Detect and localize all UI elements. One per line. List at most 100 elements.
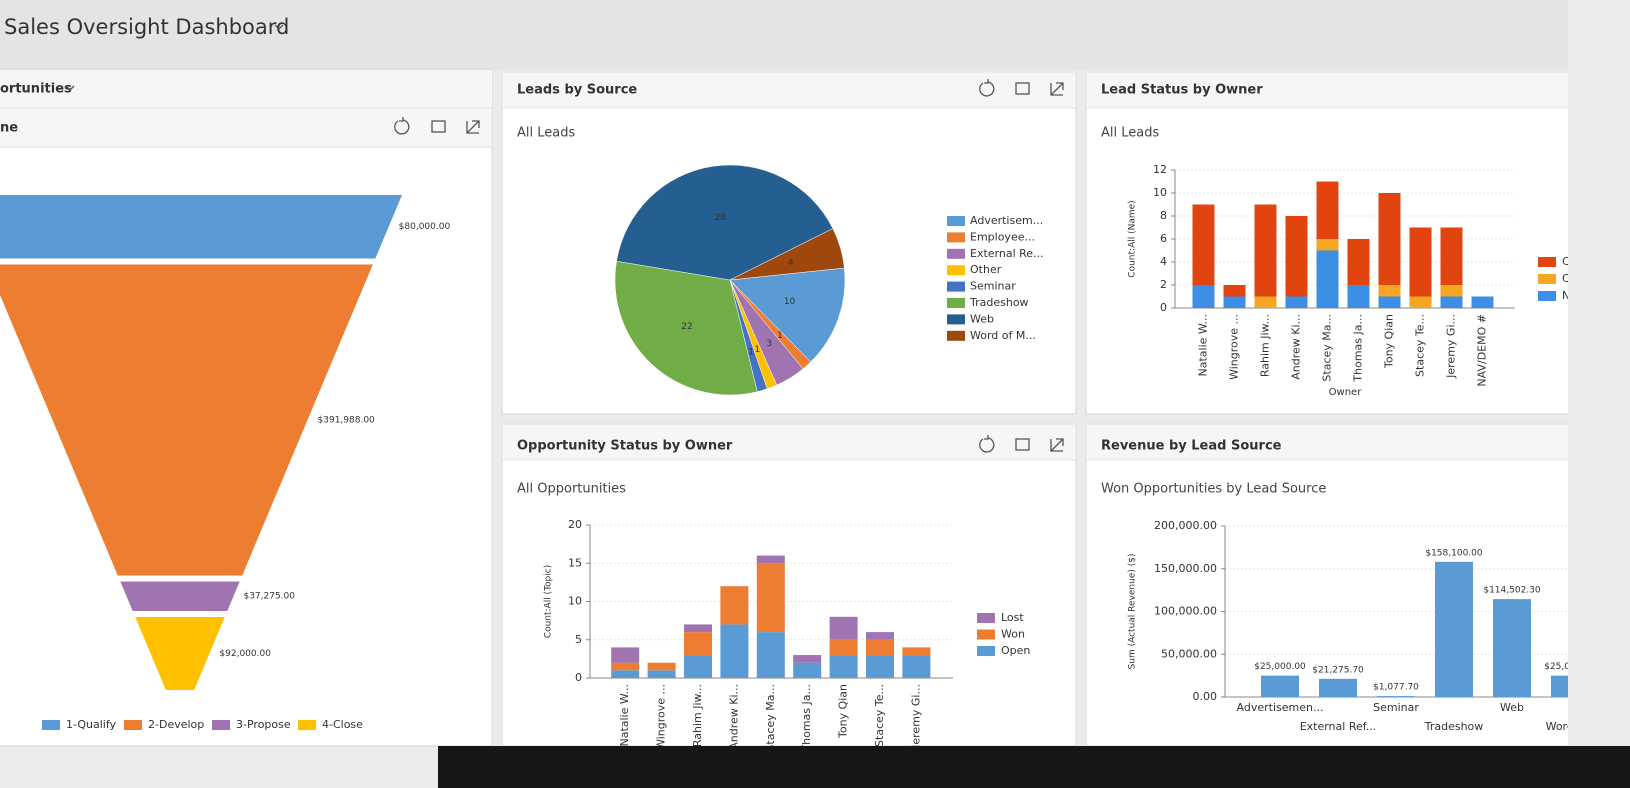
panel-subtitle: All Leads (517, 126, 575, 141)
data-label: 3 (766, 339, 772, 349)
refresh-icon[interactable] (394, 117, 410, 135)
x-tick-label: Natalie W... (1197, 314, 1210, 377)
panel-icons (979, 435, 1064, 453)
legend-swatch (947, 265, 965, 276)
y-axis-title: Sum (Actual Revenue) ($) (1128, 554, 1138, 670)
panel-header (0, 107, 493, 148)
y-tick-label: 50,000.00 (1161, 647, 1217, 660)
bar-segment (1192, 204, 1215, 285)
x-tick-label: Thomas Ja... (800, 684, 813, 753)
legend-label: Web (970, 312, 994, 325)
dropdown-chevron[interactable] (274, 24, 284, 30)
legend-label: C (1562, 272, 1570, 285)
legend-swatch (42, 720, 60, 730)
data-label: 1 (754, 345, 760, 355)
dropdown-chevron[interactable] (65, 85, 75, 91)
panel-icons (394, 117, 480, 135)
bar-segment (1471, 296, 1494, 308)
legend-swatch (1538, 257, 1556, 267)
x-tick-label: Tony Qian (1383, 314, 1396, 369)
bar-segment (1316, 181, 1339, 239)
data-label: $1,077.70 (1373, 683, 1419, 693)
x-tick-label: Tony Qian (837, 684, 850, 739)
view-records-icon[interactable] (1015, 438, 1030, 451)
bar-segment (1285, 296, 1308, 308)
x-tick-label: Tradeshow (1424, 720, 1484, 733)
bar-segment (902, 647, 931, 656)
panel-subtitle: Won Opportunities by Lead Source (1101, 482, 1326, 497)
bar-segment (1192, 285, 1215, 308)
bar-segment (1347, 239, 1370, 285)
screen-edge (1568, 0, 1630, 788)
legend-label: 3-Propose (236, 718, 291, 731)
bar-segment (756, 632, 785, 678)
legend-swatch (947, 314, 965, 325)
expand-icon[interactable] (1050, 438, 1064, 452)
pie-slice (614, 260, 758, 396)
data-label: 1 (748, 347, 754, 357)
data-label: 22 (681, 322, 692, 332)
legend-label: 2-Develop (148, 718, 204, 731)
section-title[interactable]: ortunities (0, 82, 72, 97)
expand-icon[interactable] (1050, 82, 1064, 96)
dashboard-title[interactable]: Sales Oversight Dashboard (4, 15, 289, 39)
x-tick-label: Stacey Te... (1414, 314, 1427, 377)
view-records-icon[interactable] (1015, 82, 1030, 95)
bar-segment (1440, 285, 1463, 297)
bar-segment (829, 655, 858, 678)
legend-label: 4-Close (322, 718, 363, 731)
header-bar (0, 0, 1630, 70)
bar-segment (611, 647, 640, 663)
x-tick-label: Wingrove ... (1228, 314, 1241, 380)
legend-swatch (947, 248, 965, 259)
funnel-segment (0, 195, 402, 259)
refresh-icon[interactable] (979, 79, 995, 97)
funnel-segment (0, 264, 373, 576)
x-tick-label: Stacey Ma... (1321, 314, 1334, 382)
y-tick-label: 10 (1153, 186, 1167, 199)
bar-segment (1409, 296, 1432, 308)
legend-label: Open (1001, 644, 1030, 657)
bar-segment (866, 655, 894, 678)
data-label: $92,000.00 (219, 649, 271, 659)
y-tick-label: 4 (1160, 255, 1167, 268)
legend-label: External Re... (970, 247, 1044, 260)
x-tick-label: Jeremy Gi... (1445, 314, 1458, 379)
legend-swatch (947, 216, 965, 226)
x-tick-label: Seminar (1373, 701, 1419, 714)
bar-segment (1378, 193, 1401, 285)
bar-segment (902, 655, 931, 678)
bar-segment (1223, 285, 1246, 297)
panel-title: Revenue by Lead Source (1101, 439, 1282, 454)
bar-segment (611, 662, 640, 671)
y-axis-title: Count:All (Name) (1128, 200, 1138, 277)
bar-segment (756, 555, 785, 564)
legend-label: Seminar (970, 280, 1016, 293)
x-tick-label: External Ref... (1300, 720, 1377, 733)
y-tick-label: 2 (1160, 278, 1167, 291)
pie-slice (729, 228, 845, 281)
expand-icon[interactable] (466, 120, 480, 134)
legend-label: Other (970, 263, 1002, 276)
y-tick-label: 8 (1160, 209, 1167, 222)
bar-segment (684, 655, 712, 678)
view-records-icon[interactable] (431, 120, 446, 133)
panel-title: Opportunity Status by Owner (517, 439, 733, 454)
bar-segment (1378, 285, 1401, 297)
x-tick-label: NAV/DEMO # (1476, 314, 1489, 387)
bar-segment (720, 624, 749, 678)
x-tick-label: Stacey Ma... (764, 684, 777, 752)
bar-segment (1440, 227, 1463, 285)
bar-segment (647, 662, 676, 671)
data-label: $391,988.00 (318, 415, 376, 425)
refresh-icon[interactable] (979, 435, 995, 453)
bar-segment (720, 586, 749, 625)
y-tick-label: 20 (568, 518, 582, 531)
panel-subtitle: All Leads (1101, 126, 1159, 141)
data-label: 28 (715, 213, 727, 223)
legend-label: N (1562, 289, 1570, 302)
y-tick-label: 0.00 (1193, 690, 1218, 703)
x-tick-label: Web (1500, 701, 1524, 714)
